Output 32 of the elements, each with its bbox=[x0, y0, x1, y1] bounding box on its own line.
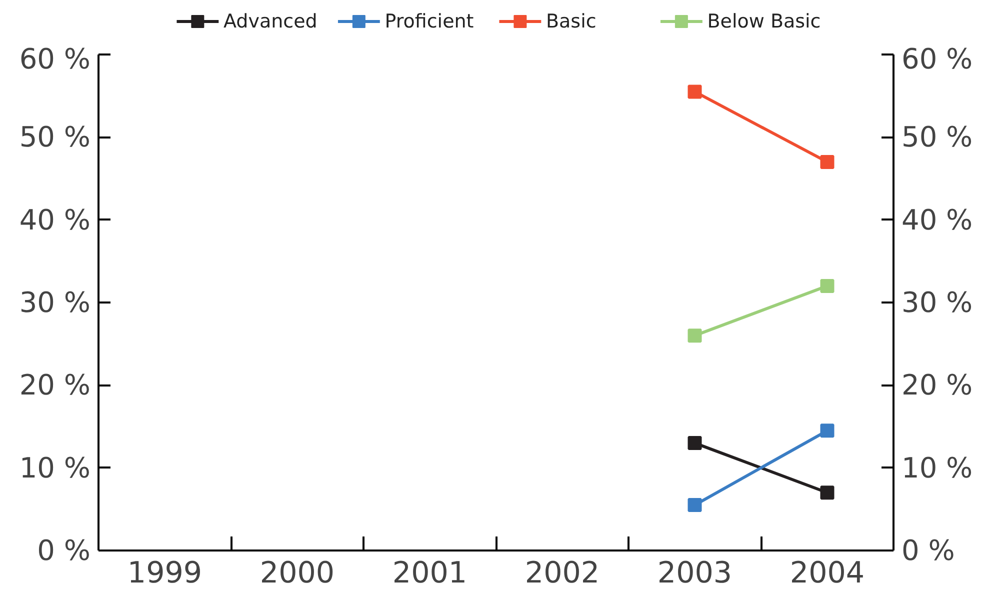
y2-tick-label: 10 % bbox=[902, 451, 973, 484]
y-tick-label: 60 % bbox=[19, 42, 91, 76]
y-tick-label: 10 % bbox=[19, 451, 91, 484]
x-tick-label: 2004 bbox=[790, 556, 865, 590]
x-tick-label: 2002 bbox=[524, 556, 600, 590]
point bbox=[820, 154, 834, 169]
x-tick-label: 2000 bbox=[260, 556, 335, 590]
y2-tick-label: 20 % bbox=[902, 368, 973, 402]
point bbox=[820, 424, 834, 438]
point bbox=[820, 486, 834, 500]
y2-tick-label: 50 % bbox=[902, 120, 973, 154]
x-tick-label: 1999 bbox=[127, 556, 202, 590]
point bbox=[820, 278, 834, 293]
legend-label: Proficient bbox=[384, 10, 474, 32]
y-tick-label: 40 % bbox=[19, 203, 91, 236]
legend-label: Advanced bbox=[223, 10, 318, 32]
x-tick-label: 2001 bbox=[392, 556, 468, 590]
x-tick-label: 2003 bbox=[657, 556, 732, 590]
y-tick-label: 0 % bbox=[37, 534, 91, 567]
y2-tick-label: 0 % bbox=[902, 534, 955, 567]
point bbox=[688, 498, 702, 512]
y-tick-label: 20 % bbox=[19, 368, 91, 402]
point bbox=[688, 436, 702, 450]
y2-tick-label: 60 % bbox=[902, 42, 973, 76]
legend-label: Basic bbox=[546, 10, 596, 32]
point bbox=[688, 328, 702, 343]
y2-tick-label: 30 % bbox=[902, 286, 973, 319]
legend-label: Below Basic bbox=[707, 10, 821, 32]
y-tick-label: 30 % bbox=[19, 286, 91, 319]
point bbox=[688, 84, 702, 99]
y-tick-label: 50 % bbox=[19, 120, 91, 154]
y2-tick-label: 40 % bbox=[902, 203, 973, 236]
